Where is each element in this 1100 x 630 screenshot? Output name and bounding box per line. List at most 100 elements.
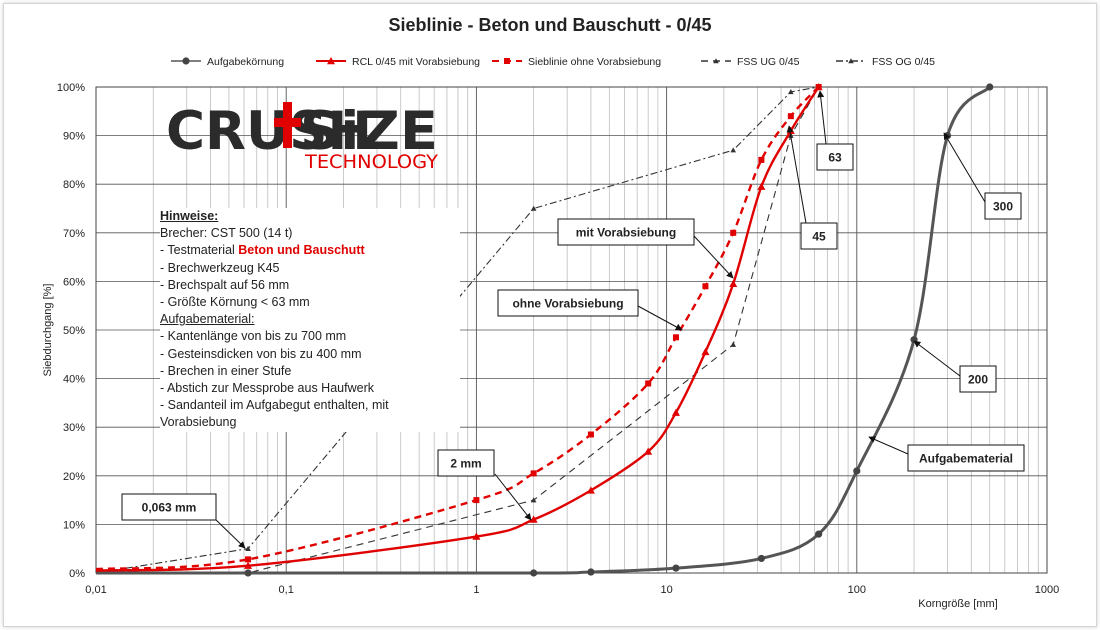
- annotation: 45: [786, 125, 838, 250]
- crushsize-logo: CRUSH SiZE TECHNOLOGY: [166, 101, 438, 173]
- legend-item: Aufgabekörnung: [171, 56, 284, 68]
- data-point-circle: [757, 554, 765, 563]
- annotation-arrow: [786, 125, 807, 224]
- data-point-triangle: [530, 205, 537, 211]
- annotation-label: mit Vorabsiebung: [576, 226, 676, 240]
- annotation-box: [121, 493, 217, 521]
- data-point-square: [504, 58, 510, 64]
- y-tick-label: 10%: [63, 519, 85, 531]
- data-point-square: [787, 113, 794, 120]
- legend-item: Sieblinie ohne Vorabsiebung: [492, 56, 661, 68]
- notes-highlight: Beton und Bauschutt: [238, 243, 365, 258]
- legend-item: RCL 0/45 mit Vorabsiebung: [316, 56, 480, 68]
- data-point-square: [645, 380, 652, 387]
- notes-heading-hinweise: Hinweise:: [160, 209, 219, 223]
- chart-title: Sieblinie - Beton und Bauschutt - 0/45: [388, 15, 711, 35]
- legend-label: RCL 0/45 mit Vorabsiebung: [352, 56, 480, 68]
- data-point-triangle: [530, 497, 537, 503]
- legend-item: FSS OG 0/45: [836, 56, 935, 68]
- data-point-square: [530, 470, 537, 477]
- annotation: 0,063 mm: [121, 493, 246, 549]
- annotation: ohne Vorabsiebung: [497, 289, 683, 331]
- y-tick-label: 30%: [63, 422, 85, 434]
- data-point-triangle: [671, 408, 680, 416]
- data-point-circle: [182, 57, 190, 65]
- annotation-arrow: [212, 516, 246, 549]
- notes-box: Hinweise: Brecher: CST 500 (14 t) - Test…: [160, 208, 460, 432]
- data-point-triangle: [644, 447, 653, 455]
- annotation-label: 0,063 mm: [142, 501, 197, 515]
- data-point-square: [702, 283, 709, 290]
- data-point-triangle: [244, 561, 253, 569]
- annotation: 63: [816, 90, 854, 171]
- logo-plus-mark-horizontal: [274, 118, 301, 127]
- annotation-box: [907, 444, 1025, 472]
- data-point-circle: [815, 530, 823, 538]
- data-point-triangle: [472, 532, 481, 540]
- annotation-box: [984, 192, 1022, 220]
- x-tick-label: 10: [660, 584, 672, 596]
- annotation-box: [437, 449, 495, 477]
- y-axis-label: Siebdurchgang [%]: [42, 284, 54, 377]
- annotation: 300: [943, 132, 1022, 220]
- y-tick-label: 50%: [63, 325, 85, 337]
- notes-line: - Testmaterial Beton und Bauschutt: [160, 242, 460, 259]
- notes-line: Brecher: CST 500 (14 t): [160, 226, 293, 241]
- y-tick-label: 0%: [69, 568, 85, 580]
- data-point-square: [473, 497, 480, 504]
- notes-line: - Brechwerkzeug K45: [160, 260, 280, 275]
- annotation: 2 mm: [437, 449, 532, 521]
- y-tick-label: 60%: [63, 276, 85, 288]
- data-point-triangle: [586, 486, 595, 494]
- x-tick-label: 0,1: [279, 584, 294, 596]
- notes-line: - Kantenlänge von bis zu 700 mm: [160, 329, 347, 344]
- legend-item: FSS UG 0/45: [701, 56, 800, 68]
- notes-line: - Größte Körnung < 63 mm: [160, 295, 310, 310]
- x-axis-label: Korngröße [mm]: [918, 598, 997, 610]
- annotation-arrow: [817, 90, 827, 145]
- legend-label: Aufgabekörnung: [207, 56, 284, 68]
- x-tick-label: 1: [473, 584, 479, 596]
- y-tick-label: 80%: [63, 179, 85, 191]
- data-point-circle: [910, 336, 918, 344]
- data-point-triangle: [529, 515, 538, 523]
- notes-line-prefix: - Testmaterial: [160, 243, 239, 258]
- notes-line: - Brechen in einer Stufe: [160, 363, 292, 378]
- data-point-square: [730, 229, 737, 236]
- notes-line: - Sandanteil im Aufgabegut enthalten, mi…: [160, 398, 389, 430]
- data-point-circle: [587, 568, 595, 576]
- annotation-arrow: [693, 235, 734, 279]
- annotation-box: [557, 218, 695, 246]
- annotation: mit Vorabsiebung: [557, 218, 734, 279]
- x-tick-label: 0,01: [85, 584, 106, 596]
- series-layer: [95, 83, 994, 577]
- annotation-label: 200: [968, 373, 988, 387]
- data-point-circle: [853, 467, 861, 475]
- data-point-triangle: [814, 83, 823, 91]
- data-point-triangle: [788, 89, 794, 95]
- y-tick-label: 40%: [63, 374, 85, 386]
- series-line: [95, 86, 820, 571]
- y-tick-label: 20%: [63, 471, 85, 483]
- annotation-arrow: [913, 340, 961, 377]
- annotation: Aufgabematerial: [868, 436, 1025, 472]
- data-point-triangle: [848, 58, 854, 64]
- x-tick-label: 1000: [1035, 584, 1059, 596]
- annotation-label: ohne Vorabsiebung: [512, 297, 623, 311]
- data-point-circle: [672, 564, 680, 572]
- y-tick-label: 70%: [63, 228, 85, 240]
- data-point-triangle: [730, 147, 737, 153]
- notes-line: - Brechspalt auf 56 mm: [160, 277, 290, 292]
- data-point-triangle: [327, 57, 335, 65]
- annotation-label: 45: [812, 230, 826, 244]
- notes-line: - Gesteinsdicken von bis zu 400 mm: [160, 346, 362, 361]
- legend-label: FSS UG 0/45: [737, 56, 800, 68]
- annotation-label: Aufgabematerial: [919, 452, 1013, 466]
- data-point-circle: [530, 569, 538, 577]
- annotations-layer: 63 45 300 mit Vorabsiebung ohne Vorabsiebung…: [121, 90, 1025, 549]
- logo-word-left: CRUSH: [166, 101, 372, 162]
- data-point-triangle: [757, 182, 766, 190]
- data-point-triangle: [713, 58, 719, 64]
- data-point-square: [672, 334, 679, 341]
- annotation-box: [800, 222, 838, 250]
